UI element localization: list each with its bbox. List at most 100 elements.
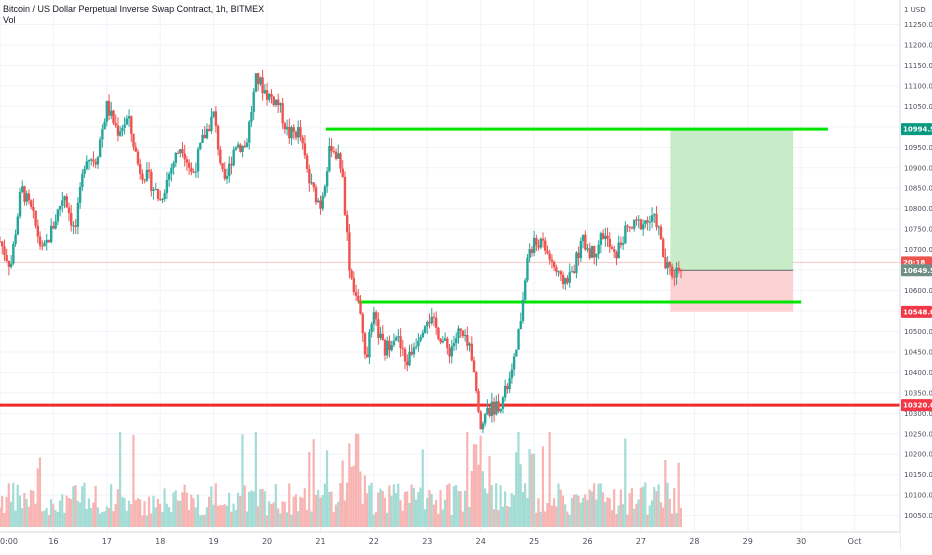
candle-body <box>58 205 62 210</box>
volume-bar <box>606 497 609 527</box>
volume-bar <box>203 514 206 527</box>
candle-body <box>165 179 169 194</box>
candle-body <box>350 270 353 279</box>
candle-body <box>348 232 351 271</box>
candle-body <box>675 267 678 278</box>
volume-bar <box>432 504 435 527</box>
volume-bar <box>63 512 66 527</box>
candle-body <box>205 128 209 139</box>
price-tick-label: 10500.0 <box>904 328 932 336</box>
volume-bar <box>268 501 271 527</box>
candle-body <box>359 301 362 314</box>
volume-bar <box>187 509 191 527</box>
time-tick-label: 20 <box>262 537 272 546</box>
candle-body <box>508 378 511 390</box>
volume-bar <box>497 509 500 527</box>
candle-body <box>317 200 320 203</box>
candle-body <box>67 207 71 214</box>
volume-bar <box>81 486 84 527</box>
volume-bar <box>54 510 57 527</box>
time-axis[interactable]: 0:00 16 17 18 19 20 21 22 23 24 25 26 27 28 29 30 Oct <box>0 531 900 550</box>
volume-bar <box>225 505 229 527</box>
candle-body <box>132 133 135 148</box>
candle-body <box>492 401 496 415</box>
volume-bar <box>374 512 378 527</box>
candle-body <box>12 243 15 264</box>
candle-body <box>305 155 309 169</box>
volume-bar <box>492 509 496 527</box>
candle-body <box>639 219 643 230</box>
volume-bar <box>145 515 148 527</box>
candle-body <box>472 360 476 373</box>
volume-bar <box>276 508 280 527</box>
price-tick-label: 10950.0 <box>904 144 932 152</box>
time-tick-label: 18 <box>155 537 165 546</box>
volume-bar <box>3 513 6 527</box>
candle-body <box>432 316 436 318</box>
time-tick-label: 30 <box>796 537 806 546</box>
volume-indicator-label[interactable]: Vol <box>3 15 16 25</box>
volume-bar <box>659 502 662 527</box>
candle-body <box>388 340 391 351</box>
candle-body <box>310 182 313 184</box>
volume-bar <box>559 489 562 527</box>
stop-price-label: 10548.0 <box>903 308 932 316</box>
candle-body <box>597 244 600 254</box>
volume-bar <box>670 513 674 527</box>
candle-body <box>145 169 149 181</box>
candle-body <box>134 147 137 152</box>
candle-body <box>241 145 244 152</box>
volume-bar <box>521 492 524 527</box>
candle-body <box>439 338 442 343</box>
volume-bar <box>624 438 627 527</box>
candle-body <box>535 237 538 246</box>
position-tool[interactable] <box>670 129 794 312</box>
candle-body <box>646 220 649 223</box>
candle-body <box>655 214 658 228</box>
candle-body <box>448 348 451 357</box>
horizontal-lines[interactable] <box>0 127 900 407</box>
price-tick-label: 10200.0 <box>904 451 932 459</box>
volume-bar <box>132 435 135 527</box>
volume-bar <box>223 504 226 527</box>
volume-bar <box>426 498 429 527</box>
candle-body <box>479 411 482 430</box>
symbol-title[interactable]: Bitcoin / US Dollar Perpetual Inverse Sw… <box>3 4 265 14</box>
volume-bar <box>181 492 184 527</box>
candle-body <box>426 321 429 327</box>
candle-body <box>526 257 529 281</box>
candle-body <box>163 193 166 200</box>
volume-bar <box>290 514 293 527</box>
candle-body <box>403 349 407 362</box>
volume-bar <box>230 511 233 527</box>
candle-body <box>544 240 547 251</box>
candle-body <box>297 127 300 138</box>
candle-body <box>443 338 447 341</box>
volume-bar <box>343 500 346 527</box>
candle-body <box>381 333 384 340</box>
candle-body <box>232 149 235 166</box>
candle-body <box>363 333 367 355</box>
price-tick-label: 10400.0 <box>904 369 932 377</box>
volume-bar <box>488 455 491 527</box>
candle-body <box>343 176 347 215</box>
candle-body <box>519 321 522 330</box>
volume-bar <box>423 509 427 527</box>
volume-bar <box>410 484 413 527</box>
price-tick-label: 10900.0 <box>904 164 932 172</box>
candle-body <box>334 151 338 159</box>
candle-body <box>7 260 11 267</box>
candle-body <box>468 343 471 346</box>
volume-bar <box>310 511 313 527</box>
candle-body <box>92 159 95 162</box>
candle-body <box>52 225 55 229</box>
volume-bar <box>673 488 676 527</box>
candle-body <box>579 240 583 259</box>
candle-body <box>390 345 393 351</box>
candle-body <box>61 200 64 206</box>
volume-bar <box>595 499 598 527</box>
volume-bar <box>570 498 573 527</box>
price-tick-label: 10050.0 <box>904 512 932 520</box>
